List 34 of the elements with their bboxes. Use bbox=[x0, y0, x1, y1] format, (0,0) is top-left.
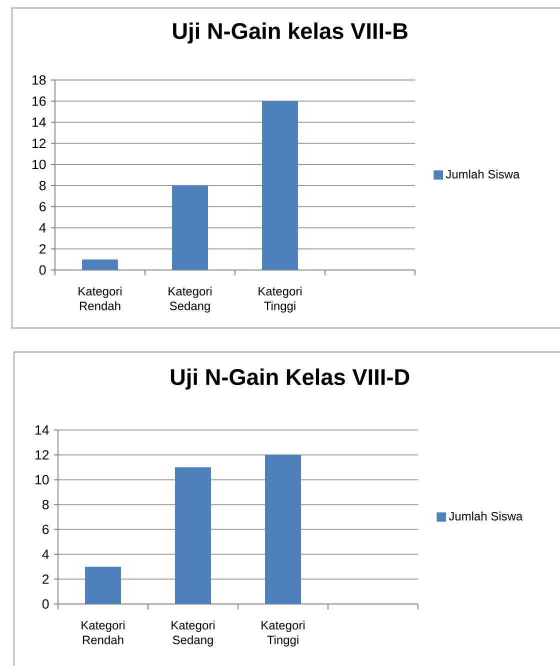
chart-title: Uji N-Gain Kelas VIII-D bbox=[170, 368, 410, 390]
y-tick-label: 2 bbox=[42, 574, 49, 584]
bar bbox=[85, 566, 121, 604]
y-tick-label: 4 bbox=[39, 223, 46, 232]
y-tick-label: 6 bbox=[42, 524, 49, 534]
bar bbox=[175, 467, 211, 604]
legend-label: Jumlah Siswa bbox=[448, 512, 523, 520]
x-tick-label: Kategori Rendah bbox=[82, 620, 125, 644]
bar bbox=[262, 101, 298, 270]
x-tick-label: Kategori Rendah bbox=[78, 286, 122, 310]
y-tick-label: 14 bbox=[32, 118, 46, 127]
x-tick-label: Kategori Sedang bbox=[172, 620, 215, 647]
y-tick-label: 10 bbox=[35, 474, 49, 484]
y-tick-label: 8 bbox=[42, 500, 49, 510]
y-tick-label: 12 bbox=[32, 138, 46, 148]
y-tick-label: 18 bbox=[32, 75, 46, 85]
y-tick-label: 4 bbox=[42, 550, 49, 559]
legend-label: Jumlah Siswa bbox=[446, 170, 520, 178]
bar bbox=[265, 454, 301, 604]
y-tick-label: 0 bbox=[42, 599, 49, 609]
y-tick-label: 6 bbox=[40, 202, 46, 212]
y-tick-label: 10 bbox=[32, 160, 46, 170]
y-tick-label: 2 bbox=[40, 244, 46, 254]
bar bbox=[82, 259, 118, 270]
x-tick-label: Kategori Sedang bbox=[168, 286, 212, 313]
bar bbox=[172, 186, 208, 270]
y-tick-label: 14 bbox=[35, 425, 49, 435]
y-tick-label: 8 bbox=[39, 180, 46, 190]
chart-title: Uji N-Gain kelas VIII-B bbox=[173, 22, 408, 44]
x-tick-label: Kategori Tinggi bbox=[258, 286, 302, 313]
y-tick-label: 16 bbox=[32, 96, 46, 106]
y-tick-label: 12 bbox=[35, 450, 49, 460]
x-tick-label: Kategori Tinggi bbox=[262, 620, 305, 647]
y-tick-label: 0 bbox=[39, 265, 46, 275]
